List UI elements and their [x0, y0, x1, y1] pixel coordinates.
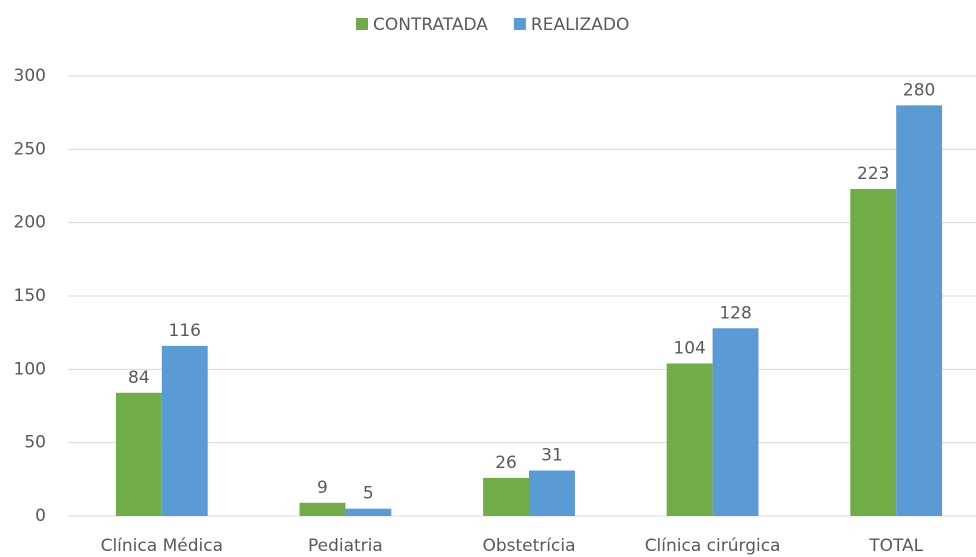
y-tick-label: 50 [24, 433, 46, 453]
legend-label: REALIZADO [531, 15, 629, 35]
legend-swatch [513, 18, 526, 30]
x-tick-label: Clínica cirúrgica [645, 536, 781, 556]
value-label: 128 [719, 303, 751, 323]
value-label: 26 [495, 453, 517, 473]
value-label: 9 [317, 478, 328, 498]
value-label: 280 [903, 80, 935, 100]
y-tick-label: 250 [14, 139, 46, 159]
value-label: 223 [857, 164, 889, 184]
bar [896, 105, 943, 516]
bar [712, 328, 759, 516]
bar [483, 477, 529, 516]
value-label: 84 [128, 368, 150, 388]
bar [115, 392, 162, 516]
bar [161, 345, 208, 516]
bar [299, 502, 346, 516]
value-label: 5 [363, 484, 374, 504]
bar [529, 470, 575, 516]
y-tick-label: 0 [35, 506, 46, 526]
y-tick-label: 200 [14, 213, 46, 233]
y-tick-label: 100 [14, 359, 46, 379]
bar [850, 188, 897, 516]
x-tick-label: Obstetrícia [482, 536, 575, 556]
x-tick-label: Pediatria [308, 536, 383, 556]
legend-swatch [356, 18, 368, 30]
bar [666, 363, 713, 516]
value-label: 104 [673, 338, 705, 358]
x-tick-label: TOTAL [868, 536, 923, 556]
value-label: 31 [541, 446, 563, 466]
bar [345, 508, 392, 516]
x-tick-label: Clínica Médica [101, 536, 223, 556]
y-tick-label: 300 [14, 66, 46, 86]
value-label: 116 [169, 321, 201, 341]
legend-label: CONTRATADA [373, 15, 488, 35]
y-tick-label: 150 [14, 286, 46, 306]
